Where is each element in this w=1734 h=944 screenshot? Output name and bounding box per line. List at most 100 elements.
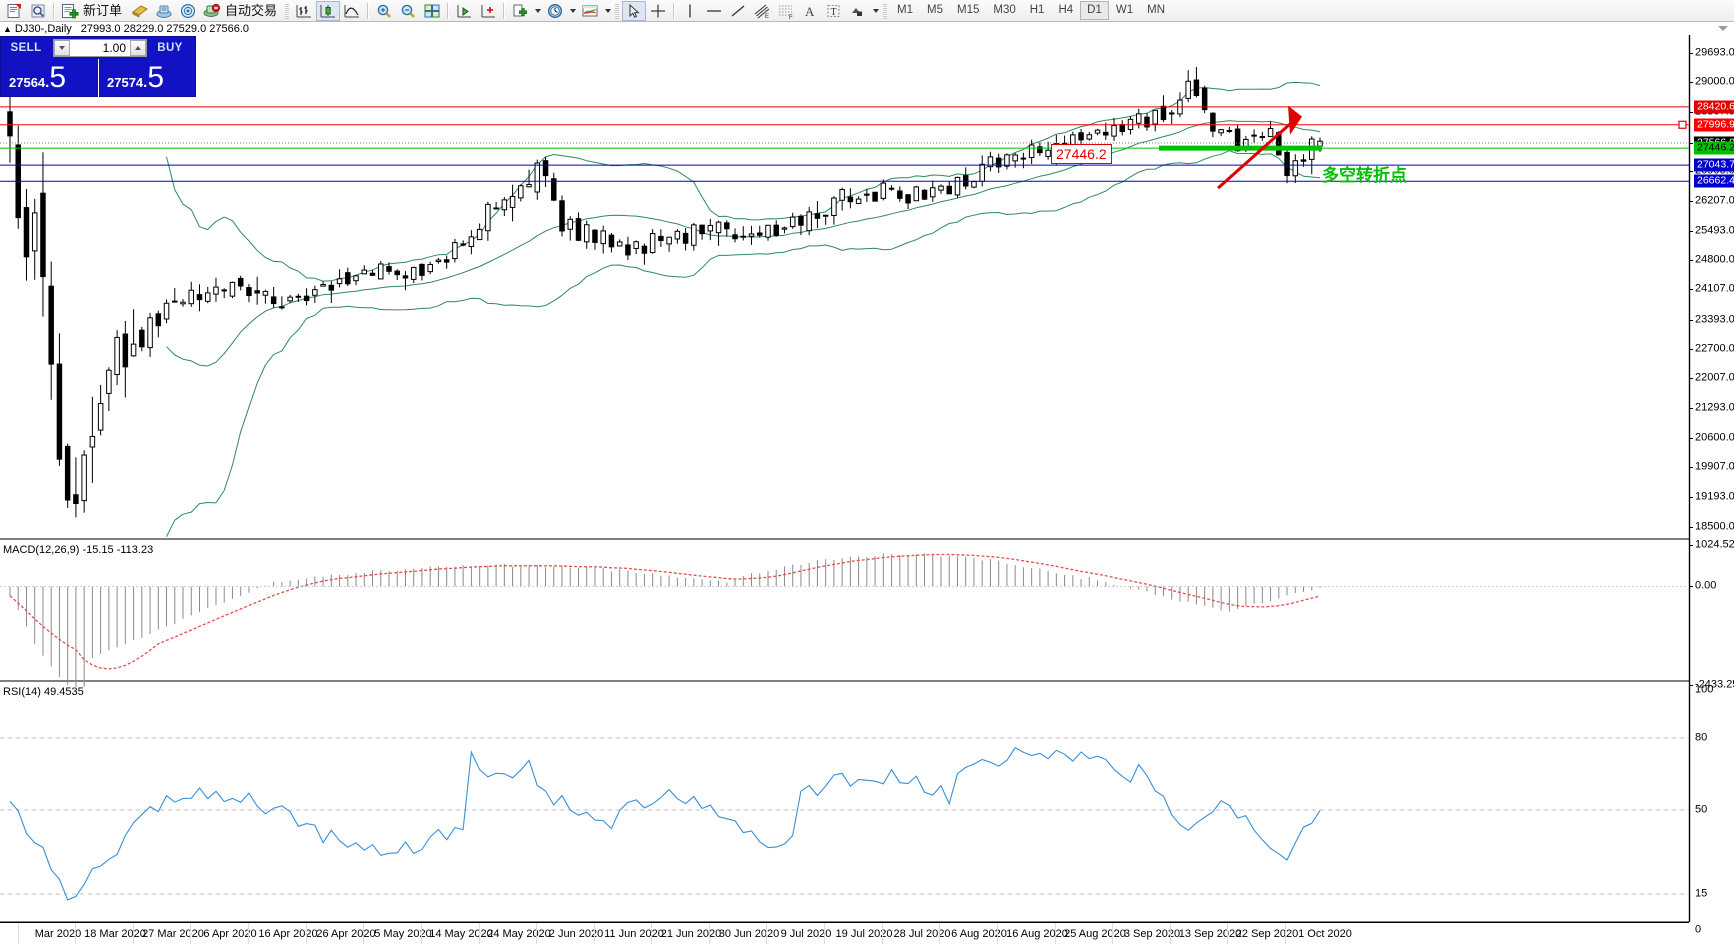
period-icon[interactable] (543, 1, 567, 21)
vertical-line-icon[interactable] (678, 1, 702, 21)
horizontal-line-icon[interactable] (702, 1, 726, 21)
text-icon[interactable]: A (798, 1, 822, 21)
volume-value[interactable]: 1.00 (70, 40, 130, 56)
buy-price[interactable]: 27574.5 (107, 61, 165, 94)
macd-indicator-label: MACD(12,26,9) -15.15 -113.23 (3, 544, 154, 556)
chart-shift-icon[interactable] (476, 1, 500, 21)
autotrading-icon[interactable] (200, 1, 224, 21)
date-axis[interactable]: Mar 2020 18 Mar 2020 27 Mar 2020 6 Apr 2020… (0, 922, 1689, 944)
price-tick (1689, 319, 1693, 321)
date-tick-label: 28 Jul 2020 (893, 928, 951, 940)
date-tick-label: 25 Aug 2020 (1064, 928, 1126, 940)
new-order-label[interactable]: 新订单 (83, 2, 123, 18)
chart-scroll-indicator[interactable] (1718, 26, 1728, 31)
buy-button[interactable]: BUY (157, 42, 183, 54)
line-chart-icon[interactable] (340, 1, 364, 21)
price-tick-label: 22007.0 (1695, 371, 1734, 384)
price-tick (1689, 111, 1693, 113)
text-label-icon[interactable]: T (822, 1, 846, 21)
templates-chevron-down-icon[interactable] (602, 1, 613, 21)
price-tick-label: 19907.0 (1695, 460, 1734, 473)
cursor-icon[interactable] (622, 0, 647, 21)
new-order-icon[interactable] (58, 1, 82, 21)
price-tick-label: 25493.0 (1695, 224, 1734, 237)
chart-collapse-icon[interactable]: ▲ (3, 23, 12, 34)
date-tick-label: 2 Jun 2020 (548, 928, 604, 940)
date-tick (882, 923, 883, 944)
equidistant-channel-icon[interactable]: E (750, 1, 774, 21)
toolbar-separator (50, 2, 58, 20)
price-tag-annotation[interactable]: 27446.2 (1051, 144, 1112, 164)
tile-windows-icon[interactable] (420, 1, 444, 21)
price-tick (1689, 348, 1693, 350)
shapes-chevron-down-icon[interactable] (870, 1, 881, 21)
date-tick (594, 923, 595, 944)
date-tick (248, 923, 249, 944)
indicator-list-icon[interactable] (508, 1, 532, 21)
date-tick-label: 13 Sep 2020 (1178, 928, 1242, 940)
timeframe-m15[interactable]: M15 (957, 4, 980, 16)
timeframe-w1[interactable]: W1 (1115, 4, 1134, 16)
toolbar-grip-2[interactable] (613, 2, 622, 20)
volume-stepper[interactable]: 1.00 (53, 39, 147, 57)
date-tick (133, 923, 134, 944)
zoom-out-icon[interactable] (396, 1, 420, 21)
toolbar-grip-3[interactable] (881, 2, 890, 20)
toolbar-separator-3 (444, 2, 452, 20)
symbol-period-label: DJ30-,Daily (14, 22, 72, 35)
timeframe-h4[interactable]: H4 (1058, 4, 1074, 16)
price-tick-label: 29693.0 (1695, 46, 1734, 59)
symbol-info-bar: ▲ DJ30-,Daily 27993.0 28229.0 27529.0 27… (0, 22, 1734, 35)
zoom-in-icon[interactable] (372, 1, 396, 21)
chart-area[interactable]: 29693.0 29000.0 28307.0 26900.0 26207.0 25493… (0, 35, 1734, 944)
price-tick-label: 24800.0 (1695, 253, 1734, 266)
new-chart-icon[interactable] (2, 1, 26, 21)
expert-advisor-icon[interactable] (128, 1, 152, 21)
rsi-tick-label: 15 (1695, 887, 1708, 900)
price-tick-label: 24107.0 (1695, 282, 1734, 295)
bar-chart-icon[interactable] (292, 1, 316, 21)
indicator-list-chevron-down-icon[interactable] (532, 1, 543, 21)
candlestick-chart-icon[interactable] (316, 0, 341, 21)
one-click-trade-panel[interactable]: SELL 1.00 BUY 27564.5 27574.5 (0, 36, 196, 97)
macd-tick (1689, 586, 1693, 588)
date-tick (997, 923, 998, 944)
timeframe-h1[interactable]: H1 (1029, 4, 1045, 16)
volume-decrease-button[interactable] (54, 40, 70, 56)
rsi-tick-label: 80 (1695, 731, 1708, 744)
price-tick (1689, 289, 1693, 291)
toolbar-grip[interactable] (283, 2, 292, 20)
timeframe-d1[interactable]: D1 (1080, 1, 1109, 20)
market-watch-icon[interactable] (26, 1, 50, 21)
timeframe-m30[interactable]: M30 (993, 4, 1016, 16)
period-chevron-down-icon[interactable] (567, 1, 578, 21)
date-tick (479, 923, 480, 944)
chart-canvas[interactable] (0, 35, 1734, 944)
chinese-note-annotation[interactable]: 多空转折点 (1322, 166, 1407, 186)
autotrading-label[interactable]: 自动交易 (225, 2, 278, 18)
date-tick-label: 6 Apr 2020 (203, 928, 257, 940)
date-tick (1170, 923, 1171, 944)
sell-price[interactable]: 27564.5 (9, 61, 67, 94)
shapes-icon[interactable] (846, 1, 870, 21)
templates-icon[interactable] (578, 1, 602, 21)
sell-button[interactable]: SELL (10, 42, 42, 54)
macd-tick (1689, 685, 1693, 686)
trendline-icon[interactable] (726, 1, 750, 21)
signals-icon[interactable] (176, 1, 200, 21)
macd-tick (1689, 545, 1693, 546)
timeframe-mn[interactable]: MN (1147, 4, 1165, 16)
fibonacci-icon[interactable]: F (774, 1, 798, 21)
timeframe-m5[interactable]: M5 (927, 4, 943, 16)
indicators-icon[interactable] (152, 1, 176, 21)
timeframe-m1[interactable]: M1 (897, 4, 914, 16)
date-tick-label: 22 Sep 2020 (1235, 928, 1299, 940)
price-tick (1689, 497, 1693, 499)
crosshair-icon[interactable] (646, 1, 670, 21)
date-tick (1227, 923, 1228, 944)
volume-increase-button[interactable] (130, 40, 146, 56)
price-tick-label: 22700.0 (1695, 342, 1734, 355)
price-axis[interactable]: 29693.0 29000.0 28307.0 26900.0 26207.0 25493… (1689, 35, 1734, 944)
auto-scroll-icon[interactable] (452, 1, 476, 21)
svg-text:A: A (805, 4, 815, 19)
